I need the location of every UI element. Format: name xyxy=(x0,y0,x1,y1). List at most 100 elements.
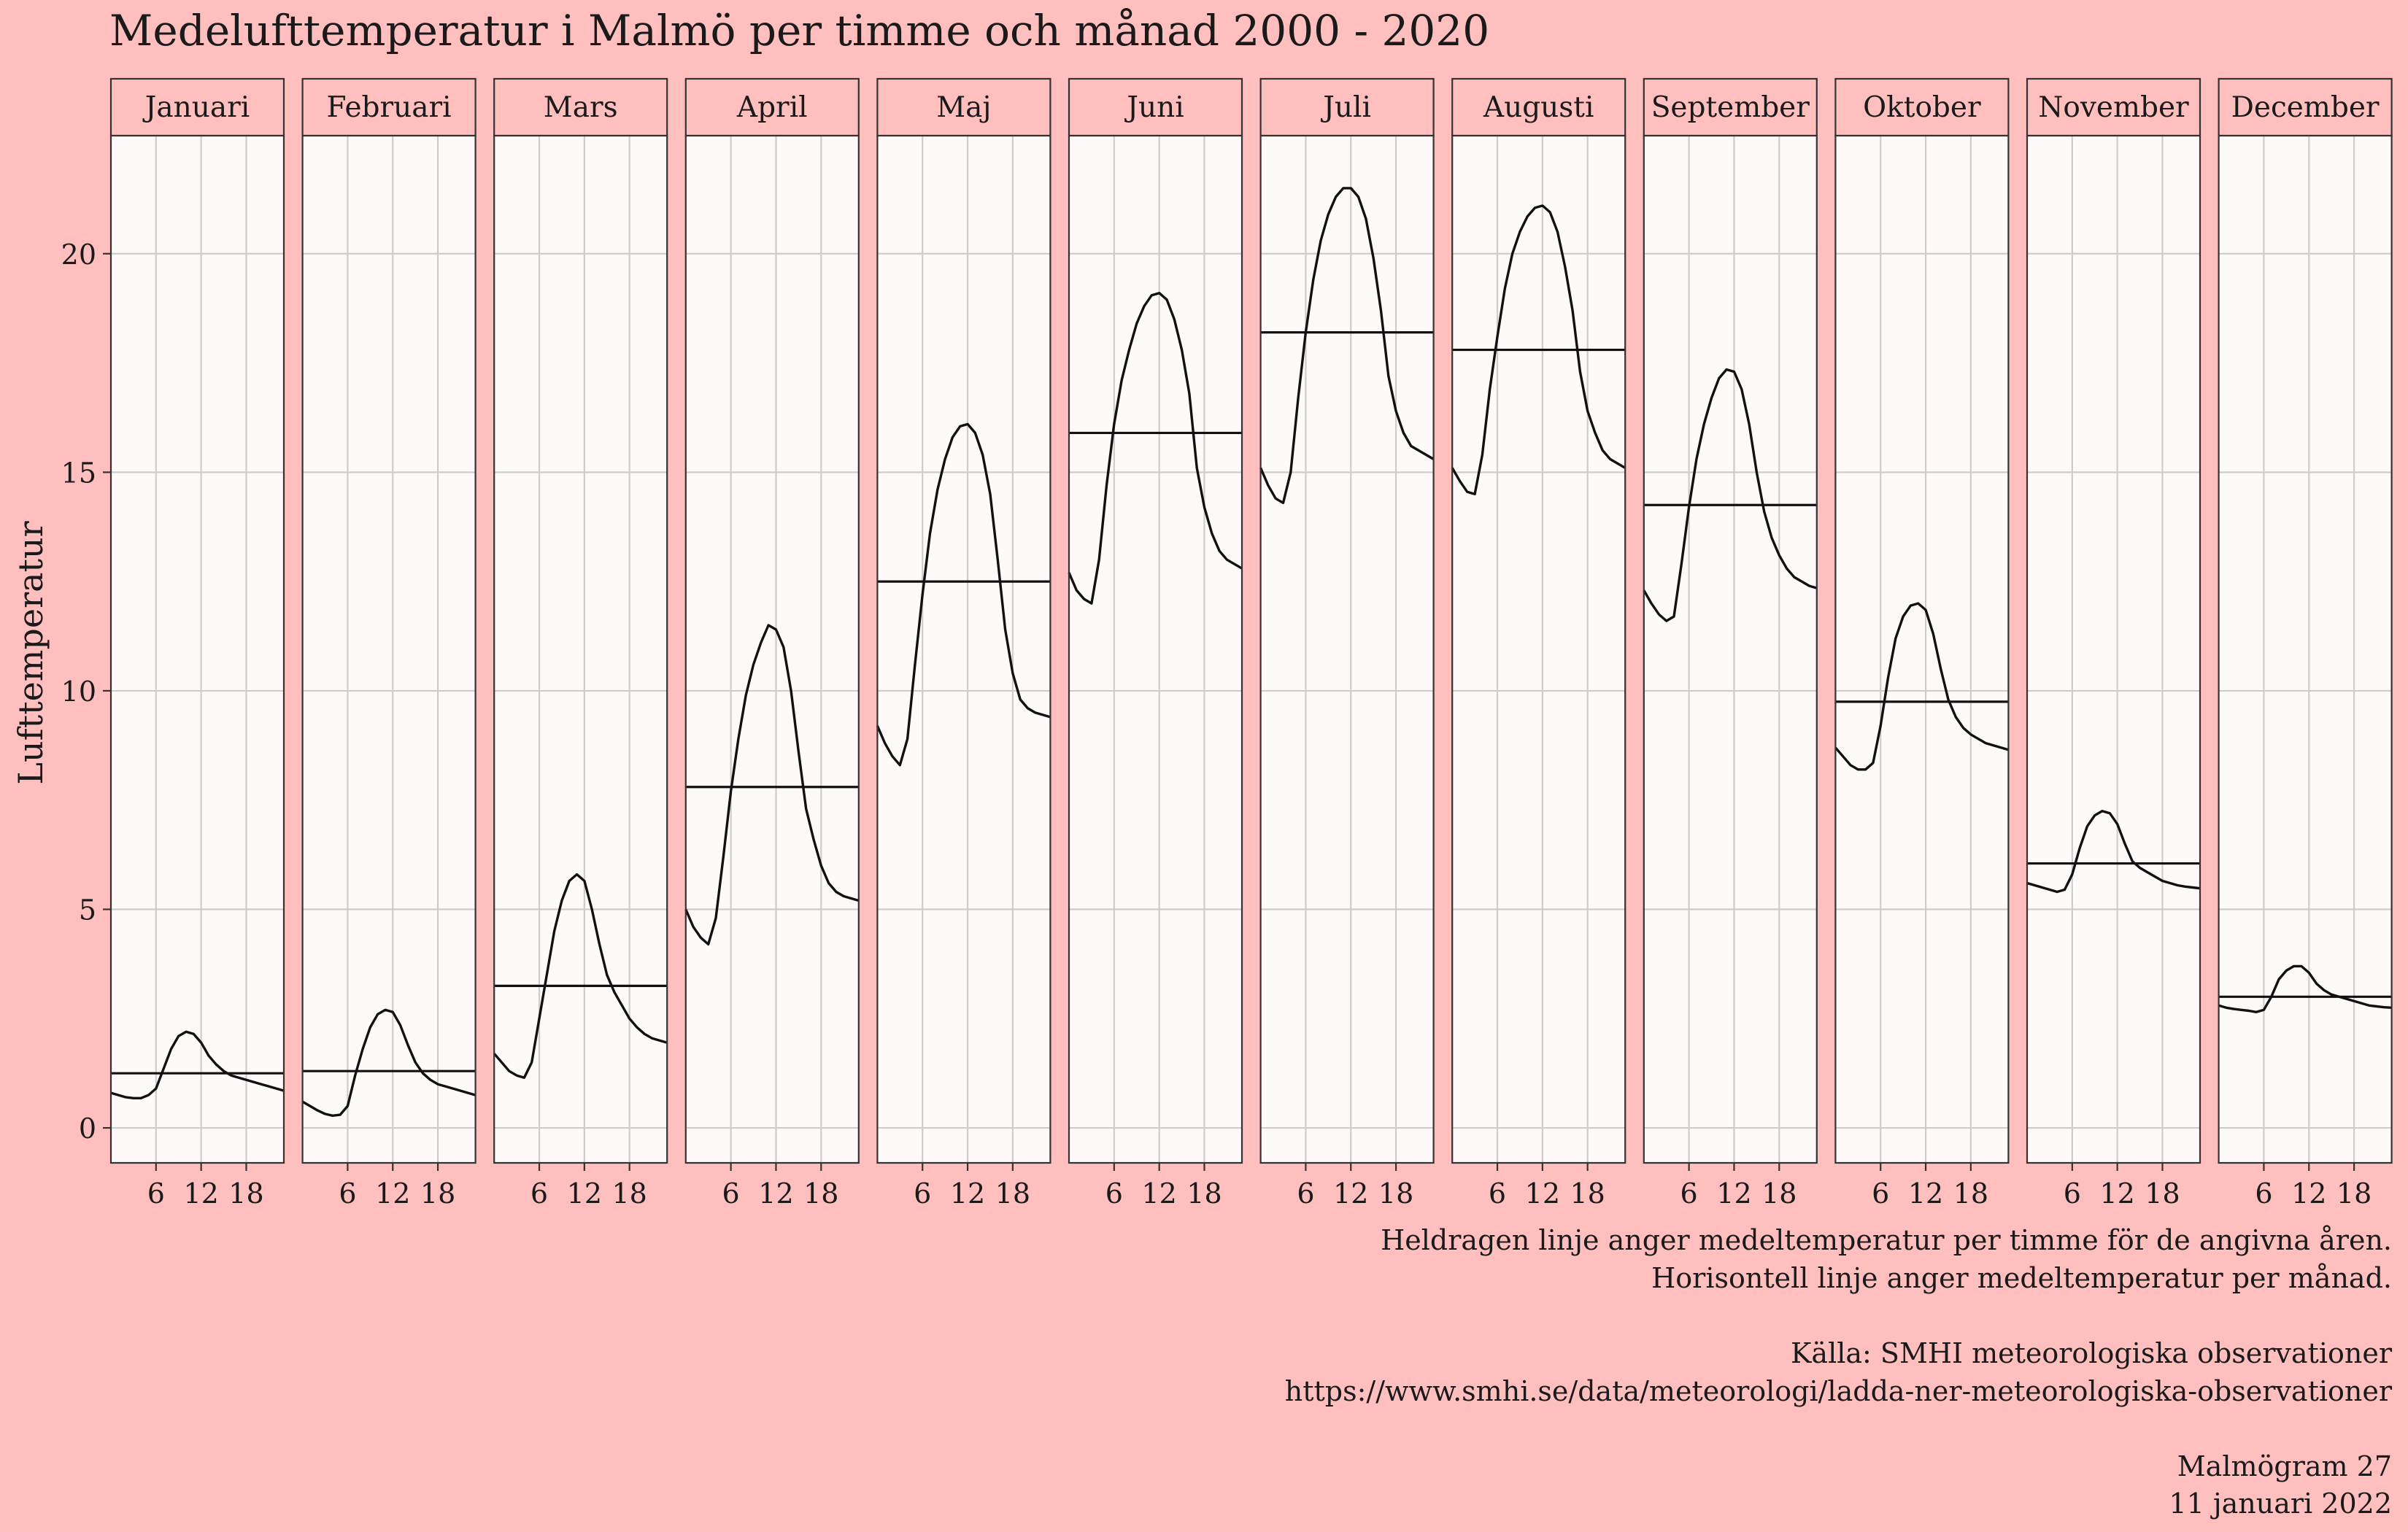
caption-date: 11 januari 2022 xyxy=(2169,1487,2392,1520)
panel-background xyxy=(1643,136,1817,1163)
facet-strip-label: Januari xyxy=(142,91,250,124)
x-tick-label: 6 xyxy=(530,1177,548,1210)
x-tick-label: 6 xyxy=(339,1177,356,1210)
x-tick-label: 6 xyxy=(2064,1177,2081,1210)
panel-background xyxy=(1260,136,1434,1163)
facet-panel-februari: Februari 6 12 18 xyxy=(301,77,476,1210)
panel-background xyxy=(494,136,668,1163)
caption-issue: Malmögram 27 xyxy=(2177,1450,2392,1482)
panel-border xyxy=(1068,134,1243,1164)
hourly-temperature-line xyxy=(110,1030,285,1100)
y-axis-ticks: 0 5 10 15 20 xyxy=(61,239,111,1145)
x-tick-label: 12 xyxy=(567,1177,602,1210)
facet-strip xyxy=(301,77,476,137)
panel-border xyxy=(684,134,860,1164)
hourly-temperature-line xyxy=(1068,292,1243,605)
x-tick-label: 18 xyxy=(1570,1177,1605,1210)
facet-strip xyxy=(2218,77,2393,137)
x-tick-label: 12 xyxy=(2099,1177,2134,1210)
panel-background xyxy=(302,136,476,1163)
facet-panel-maj: Maj 6 12 18 xyxy=(876,77,1051,1210)
panel-background xyxy=(877,136,1051,1163)
hourly-temperature-line xyxy=(876,422,1051,767)
x-tick-label: 12 xyxy=(183,1177,218,1210)
x-tick-label: 18 xyxy=(2145,1177,2180,1210)
panel-background xyxy=(2027,136,2200,1163)
facet-strip-label: April xyxy=(736,91,808,124)
x-tick-label: 12 xyxy=(1141,1177,1176,1210)
chart-title: Medelufttemperatur i Malmö per timme och… xyxy=(109,6,1489,55)
facet-panels: Januari 6 12 18 Februari 6 12 18 Mars 6 12 18 April 6… xyxy=(109,77,2393,1210)
panel-border xyxy=(2218,134,2393,1164)
y-tick-label: 10 xyxy=(61,676,96,708)
caption-line-2: Horisontell linje anger medeltemperatur … xyxy=(1651,1262,2392,1294)
facet-strip xyxy=(1834,77,2010,137)
x-tick-label: 18 xyxy=(1186,1177,1222,1210)
hourly-temperature-line xyxy=(2218,964,2392,1014)
hourly-temperature-line xyxy=(1834,602,2009,771)
y-tick-label: 5 xyxy=(79,894,96,926)
panel-border xyxy=(1259,134,1435,1164)
caption-line-1: Heldragen linje anger medeltemperatur pe… xyxy=(1381,1224,2392,1256)
hourly-temperature-line xyxy=(493,873,668,1079)
facet-strip-label: Augusti xyxy=(1483,91,1594,124)
x-tick-label: 6 xyxy=(2255,1177,2272,1210)
facet-strip xyxy=(684,77,860,137)
facet-strip-label: Februari xyxy=(327,91,452,124)
facet-panel-april: April 6 12 18 xyxy=(684,77,860,1210)
x-tick-label: 12 xyxy=(1333,1177,1368,1210)
hourly-temperature-line xyxy=(1643,368,1818,622)
x-tick-label: 6 xyxy=(1872,1177,1889,1210)
hourly-temperature-line xyxy=(684,624,860,946)
x-tick-label: 18 xyxy=(2336,1177,2372,1210)
facet-strip xyxy=(876,77,1051,137)
panel-background xyxy=(111,136,284,1163)
facet-strip-label: Oktober xyxy=(1863,91,1981,124)
y-tick-label: 0 xyxy=(79,1113,96,1145)
facet-strip xyxy=(493,77,668,137)
x-tick-label: 12 xyxy=(1908,1177,1943,1210)
facet-panel-november: November 6 12 18 xyxy=(2026,77,2201,1210)
y-tick-label: 20 xyxy=(61,239,96,271)
facet-strip-label: Maj xyxy=(936,91,991,124)
y-axis-label: Lufttemperatur xyxy=(11,521,50,784)
facet-strip-label: September xyxy=(1651,91,1810,124)
x-tick-label: 6 xyxy=(1297,1177,1314,1210)
facet-panel-september: September 6 12 18 xyxy=(1643,77,1818,1210)
x-tick-label: 18 xyxy=(611,1177,647,1210)
hourly-temperature-line xyxy=(2026,809,2201,894)
x-tick-label: 6 xyxy=(1489,1177,1506,1210)
facet-strip-label: December xyxy=(2231,91,2380,124)
panel-border xyxy=(109,134,285,1164)
x-tick-label: 18 xyxy=(420,1177,455,1210)
x-tick-label: 6 xyxy=(147,1177,165,1210)
facet-strip xyxy=(109,77,285,137)
hourly-temperature-line xyxy=(1259,187,1435,504)
x-tick-label: 6 xyxy=(722,1177,740,1210)
facet-strip-label: November xyxy=(2038,91,2189,124)
x-tick-label: 18 xyxy=(1378,1177,1413,1210)
x-tick-label: 12 xyxy=(1716,1177,1751,1210)
x-tick-label: 12 xyxy=(375,1177,410,1210)
facet-strip-label: Mars xyxy=(544,91,618,124)
panel-border xyxy=(2026,134,2201,1164)
x-tick-label: 18 xyxy=(1953,1177,1988,1210)
panel-border xyxy=(493,134,668,1164)
x-tick-label: 6 xyxy=(1105,1177,1123,1210)
facet-strip xyxy=(1451,77,1626,137)
x-tick-label: 12 xyxy=(950,1177,985,1210)
caption-source: Källa: SMHI meteorologiska observationer xyxy=(1791,1337,2393,1369)
facet-panel-december: December 6 12 18 xyxy=(2218,77,2393,1210)
x-tick-label: 18 xyxy=(1761,1177,1797,1210)
caption: Heldragen linje anger medeltemperatur pe… xyxy=(1285,1224,2393,1520)
panel-background xyxy=(1452,136,1626,1163)
x-tick-label: 12 xyxy=(758,1177,793,1210)
x-tick-label: 18 xyxy=(228,1177,263,1210)
facet-panel-oktober: Oktober 6 12 18 xyxy=(1834,77,2010,1210)
facet-strip-label: Juli xyxy=(1320,91,1371,124)
facet-strip xyxy=(1259,77,1435,137)
panel-background xyxy=(1835,136,2009,1163)
panel-background xyxy=(685,136,859,1163)
x-tick-label: 12 xyxy=(1525,1177,1560,1210)
